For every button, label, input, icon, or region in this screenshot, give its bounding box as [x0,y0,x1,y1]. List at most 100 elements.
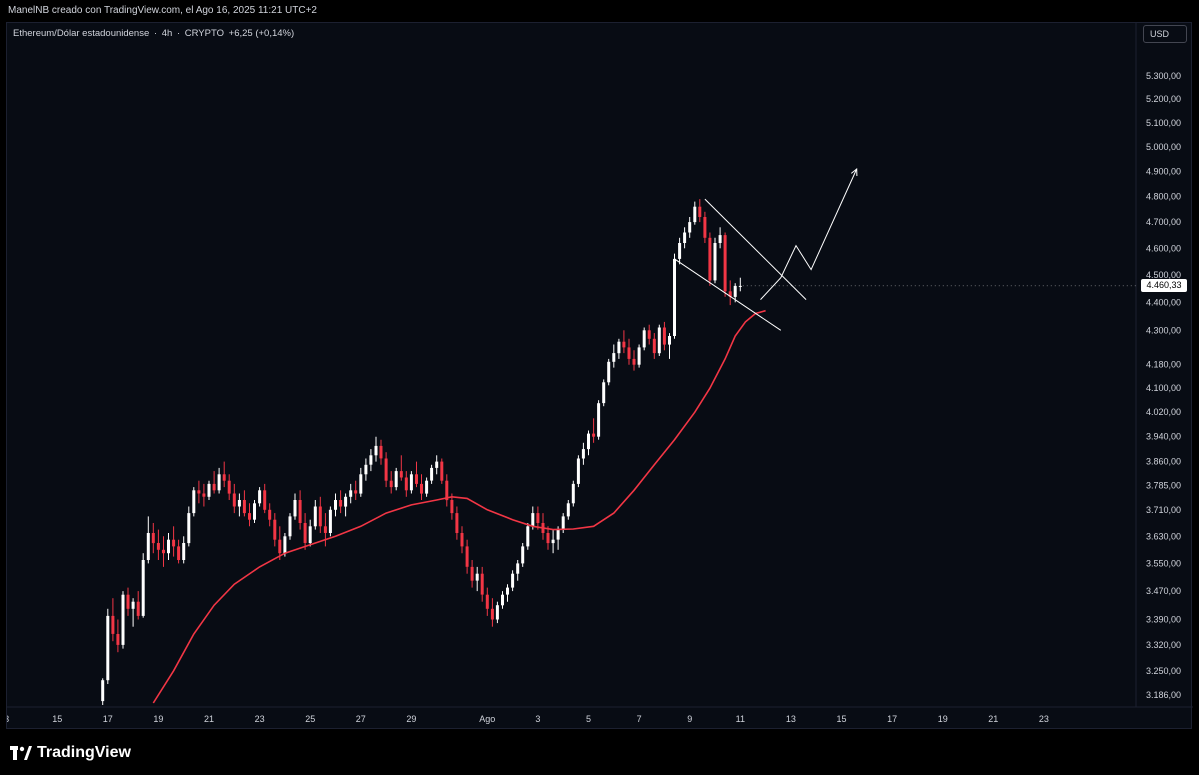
candle-body [733,285,737,297]
candle-body [521,546,525,564]
x-tick-label: 27 [356,714,366,724]
y-tick-label: 4.400,00 [1146,297,1181,307]
x-tick-label: 29 [406,714,416,724]
candle-body [683,232,687,243]
candle-body [227,480,231,494]
candle-body [374,445,378,456]
candle-body [698,206,702,217]
candle-body [222,474,226,481]
candle-body [536,513,540,523]
symbol-separator: · [153,28,158,39]
y-tick-label: 4.800,00 [1146,192,1181,202]
x-tick-label: 3 [535,714,540,724]
chart-panel[interactable]: 5.300,00 5.200,00 5.100,00 5.000,00 4.900,00… [6,22,1193,730]
candle-body [197,490,201,494]
price-chart[interactable]: 5.300,00 5.200,00 5.100,00 5.000,00 4.900,00… [7,23,1193,730]
candle-body [187,513,191,544]
symbol-exchange: CRYPTO [184,28,224,39]
candle-body [399,471,403,478]
candle-body [612,353,616,362]
candle-body [349,490,353,497]
candle-body [480,573,484,595]
candle-body [551,539,555,544]
brand-text: TradingView [37,744,131,761]
last-price-label: 4.460,33 [1141,279,1187,292]
y-tick-label: 4.020,00 [1146,407,1181,417]
candle-body [146,533,150,560]
x-tick-label: 7 [637,714,642,724]
candle-body [460,533,464,547]
candle-body [111,615,115,634]
candle-body [728,291,732,297]
y-tick-label: 3.860,00 [1146,457,1181,467]
candle-body [531,513,535,527]
candle-body [632,358,636,365]
candle-body [516,563,520,574]
y-tick-label: 3.250,00 [1146,666,1181,676]
candle-body [248,513,251,520]
candle-body [389,480,393,488]
x-tick-label: 17 [103,714,113,724]
y-tick-label: 3.940,00 [1146,432,1181,442]
x-tick-label: 13 [786,714,796,724]
candle-body [131,601,135,609]
candle-body [409,474,413,491]
symbol-separator: · [176,28,181,39]
candle-body [344,496,348,507]
candle-body [354,490,358,494]
candle-body [607,361,611,383]
candle-body [141,560,145,616]
y-tick-label: 4.300,00 [1146,325,1181,335]
x-tick-label: 19 [153,714,163,724]
candle-body [602,382,606,404]
y-tick-label: 5.200,00 [1146,94,1181,104]
y-tick-label: 3.186,00 [1146,690,1181,700]
candle-body [268,509,272,520]
x-tick-label: 9 [687,714,692,724]
candle-body [592,433,596,437]
tradingview-logo[interactable]: TradingView [10,744,131,762]
candle-body [323,526,327,533]
candle-body [652,338,656,354]
currency-button[interactable]: USD [1143,25,1187,43]
candle-body [490,608,494,620]
candle-body [627,347,631,359]
candle-body [339,500,343,507]
candle-body [172,539,176,547]
candle-body [445,480,449,501]
candle-body [404,477,408,491]
x-tick-label: 19 [938,714,948,724]
candle-body [425,480,429,494]
symbol-legend[interactable]: Ethereum/Dólar estadounidense · 4h · CRY… [13,28,296,39]
candle-body [212,483,216,491]
candle-body [581,449,585,459]
y-tick-label: 4.900,00 [1146,166,1181,176]
x-tick-label: 11 [736,714,745,724]
candle-body [576,458,580,484]
tradingview-logo-icon [10,746,32,760]
candle-body [106,615,110,681]
footer [0,729,1199,775]
candle-body [718,235,722,243]
candle-body [723,235,727,292]
x-tick-label: 15 [836,714,846,724]
y-tick-label: 5.000,00 [1146,142,1181,152]
x-tick-label: 21 [204,714,214,724]
candle-body [313,506,317,527]
candle-body [364,464,368,475]
candle-body [202,493,206,497]
candle-body [379,445,383,459]
x-tick-label: 23 [255,714,265,724]
candle-body [359,474,363,494]
candle-body [450,500,454,514]
x-tick-label: 3 [7,714,9,724]
candle-body [561,516,565,530]
y-tick-label: 5.100,00 [1146,118,1181,128]
candle-body [237,500,241,507]
candle-body [273,519,277,540]
candle-body [156,543,160,550]
candle-body [207,483,211,497]
candle-body [526,526,530,547]
wedge-trendline [674,258,782,331]
x-tick-label: 5 [586,714,591,724]
